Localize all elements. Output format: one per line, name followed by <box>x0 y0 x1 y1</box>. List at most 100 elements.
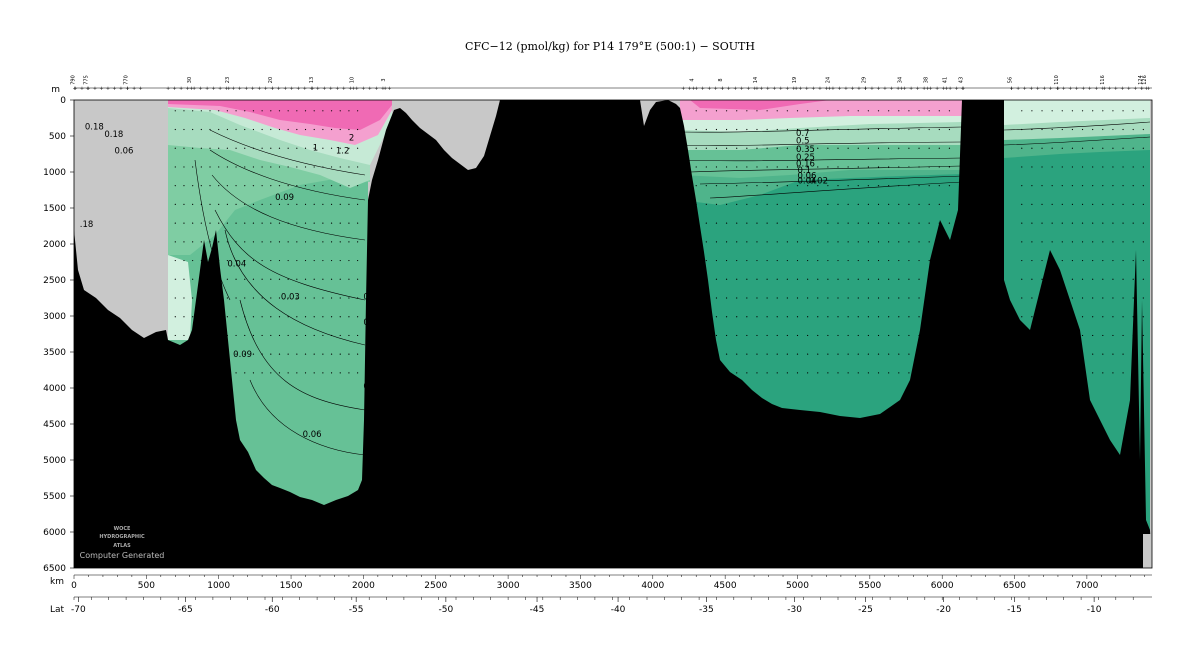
sample-point <box>209 334 211 337</box>
sample-point <box>786 278 788 280</box>
sample-point <box>192 278 194 280</box>
station-label: 41 <box>943 77 949 83</box>
sample-point <box>235 241 237 243</box>
sample-point <box>908 110 910 112</box>
station-marker: + <box>86 86 90 92</box>
sample-point <box>1132 297 1134 299</box>
station-marker: + <box>1088 86 1092 92</box>
sample-point <box>226 353 228 355</box>
station-marker: + <box>132 86 136 92</box>
sample-point <box>235 372 237 374</box>
sample-point <box>867 297 869 299</box>
sample-point <box>192 241 194 243</box>
sample-point <box>192 203 194 205</box>
sample-point <box>705 110 707 112</box>
sample-point <box>1092 203 1094 205</box>
sample-point <box>1142 372 1144 374</box>
sample-point <box>695 110 697 112</box>
distance-tick-label: 4000 <box>641 581 664 591</box>
latitude-tick-label: -50 <box>439 605 454 615</box>
station-marker: + <box>316 86 320 92</box>
sample-point <box>1081 278 1084 280</box>
sample-point <box>847 316 849 318</box>
station-marker: + <box>824 86 828 92</box>
station-marker-major: + <box>1144 86 1148 92</box>
depth-tick-label: 2500 <box>43 276 66 286</box>
sample-point <box>1041 259 1043 262</box>
sample-point <box>296 297 298 299</box>
station-marker: + <box>1036 86 1040 92</box>
distance-tick-label: 2500 <box>424 581 447 591</box>
sample-point <box>837 110 839 112</box>
sample-point <box>807 203 809 205</box>
sample-point <box>1051 203 1053 205</box>
sample-point <box>357 185 359 187</box>
sample-point <box>857 203 859 205</box>
sample-point <box>867 353 869 355</box>
sample-point <box>837 185 839 187</box>
sample-point <box>1092 110 1094 112</box>
sample-point <box>252 259 255 262</box>
sample-point <box>766 316 768 318</box>
sample-point <box>1122 334 1124 337</box>
sample-point <box>786 166 788 168</box>
sample-point <box>278 110 281 112</box>
sample-point <box>192 185 194 187</box>
sample-point <box>304 185 307 187</box>
sample-point <box>948 222 951 224</box>
sample-point <box>736 353 738 355</box>
sample-point <box>322 110 324 112</box>
station-marker: + <box>99 86 103 92</box>
sample-point <box>877 166 880 168</box>
watermark-line-3: ATLAS <box>113 543 131 549</box>
sample-point <box>339 241 341 243</box>
station-marker: + <box>720 86 724 92</box>
sample-point <box>928 203 930 205</box>
sample-point <box>857 166 859 168</box>
sample-point <box>287 316 289 318</box>
sample-point <box>938 222 940 224</box>
sample-point <box>278 147 281 149</box>
station-label: 775 <box>84 75 90 85</box>
sample-point <box>1112 334 1114 337</box>
station-marker: + <box>355 86 359 92</box>
sample-point <box>928 353 930 355</box>
sample-point <box>183 185 185 187</box>
sample-point <box>1061 316 1063 318</box>
station-marker: + <box>238 86 242 92</box>
latitude-tick-label: -70 <box>71 605 86 615</box>
sample-point <box>847 241 849 243</box>
sample-point <box>218 166 220 168</box>
sample-point <box>695 334 697 337</box>
sample-point <box>1092 334 1094 337</box>
latitude-tick-label: -10 <box>1087 605 1102 615</box>
sample-point <box>766 222 768 224</box>
sample-point <box>867 334 869 337</box>
sample-point <box>278 278 281 280</box>
sample-point <box>1041 222 1043 224</box>
sample-point <box>1142 297 1144 299</box>
sample-point <box>847 222 849 224</box>
sample-point <box>948 334 951 337</box>
sample-point <box>746 316 748 318</box>
sample-point <box>322 241 324 243</box>
sample-point <box>192 147 194 149</box>
sample-point <box>908 203 910 205</box>
sample-point <box>796 128 799 131</box>
sample-point <box>725 185 728 187</box>
contour-label: 0.06 <box>303 430 322 440</box>
station-marker: + <box>251 86 255 92</box>
sample-point <box>209 278 211 280</box>
sample-point <box>928 334 930 337</box>
sample-point <box>948 147 951 149</box>
sample-point <box>174 334 176 337</box>
station-marker: + <box>792 86 796 92</box>
sample-point <box>1132 241 1134 243</box>
sample-point <box>261 316 263 318</box>
station-marker-major: + <box>755 86 759 92</box>
sample-point <box>1031 259 1033 262</box>
station-marker: + <box>212 86 216 92</box>
sample-point <box>908 334 910 337</box>
station-marker: + <box>1114 86 1118 92</box>
latitude-tick-label: -45 <box>530 605 545 615</box>
